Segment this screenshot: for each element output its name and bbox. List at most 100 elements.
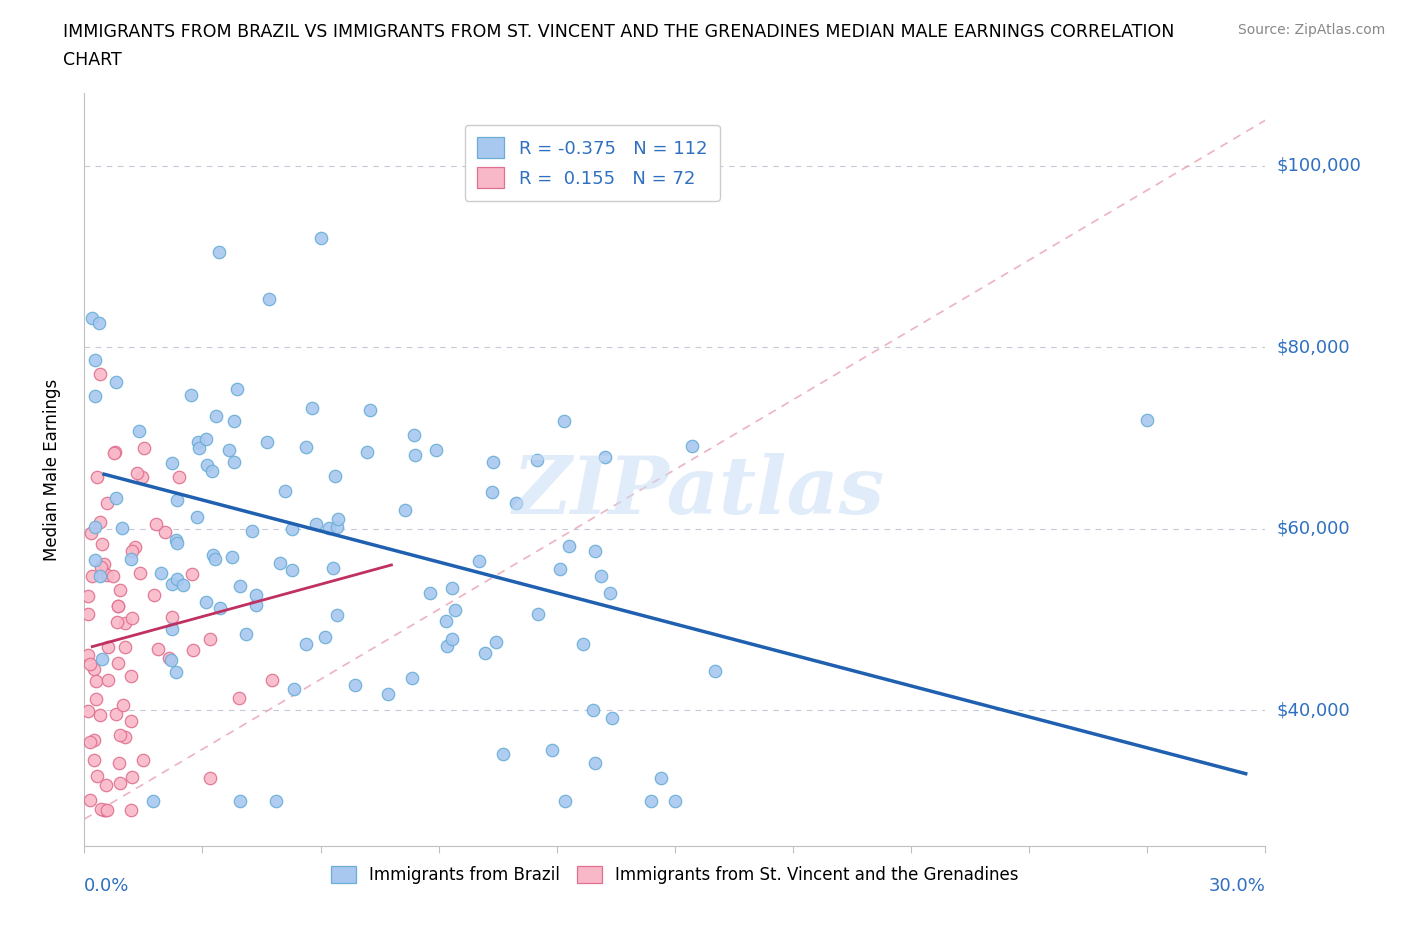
Point [83, 752, 105, 767]
Point [91, 652, 114, 667]
Point [201, 464, 224, 479]
Point [83, 661, 105, 676]
Point [468, 553, 491, 568]
Point [80, 569, 103, 584]
Point [84, 673, 107, 688]
Point [274, 483, 297, 498]
Point [132, 441, 155, 456]
Point [77, 607, 100, 622]
Point [107, 598, 129, 613]
Point [600, 711, 623, 725]
Point [294, 637, 316, 652]
Point [107, 656, 129, 671]
Point [401, 671, 423, 685]
Text: IMMIGRANTS FROM BRAZIL VS IMMIGRANTS FROM ST. VINCENT AND THE GRENADINES MEDIAN : IMMIGRANTS FROM BRAZIL VS IMMIGRANTS FRO… [63, 23, 1174, 41]
Point [94, 777, 117, 792]
Point [165, 533, 187, 548]
Point [394, 502, 416, 517]
Point [269, 555, 291, 570]
Point [474, 645, 496, 660]
Point [553, 414, 575, 429]
Point [558, 538, 581, 553]
Point [204, 409, 226, 424]
Point [309, 231, 332, 246]
Point [377, 686, 399, 701]
Point [323, 469, 346, 484]
Point [593, 450, 616, 465]
Point [120, 713, 142, 728]
Point [104, 491, 127, 506]
Point [96, 803, 118, 817]
Point [110, 583, 132, 598]
Point [91, 537, 114, 551]
Point [86, 470, 108, 485]
Point [419, 586, 441, 601]
Point [1136, 412, 1159, 427]
Point [485, 634, 508, 649]
Point [195, 458, 218, 472]
Point [83, 552, 105, 567]
Point [441, 581, 464, 596]
Point [554, 793, 576, 808]
Point [209, 601, 232, 616]
Point [166, 493, 188, 508]
Point [77, 704, 100, 719]
Point [121, 770, 143, 785]
Point [93, 557, 115, 572]
Point [79, 792, 101, 807]
Point [640, 793, 662, 808]
Point [125, 465, 148, 480]
Point [314, 630, 336, 644]
Point [79, 656, 101, 671]
Point [114, 729, 136, 744]
Point [90, 802, 112, 817]
Point [160, 610, 183, 625]
Point [404, 447, 426, 462]
Point [129, 566, 152, 581]
Point [359, 403, 381, 418]
Point [104, 375, 127, 390]
Point [93, 803, 115, 817]
Point [318, 521, 340, 536]
Point [146, 642, 169, 657]
Point [89, 367, 111, 382]
Point [283, 682, 305, 697]
Point [160, 577, 183, 591]
Point [186, 510, 208, 525]
Point [295, 440, 318, 455]
Point [166, 572, 188, 587]
Point [86, 769, 108, 784]
Point [80, 311, 103, 325]
Point [79, 735, 101, 750]
Point [526, 606, 548, 621]
Point [441, 631, 464, 646]
Point [180, 387, 202, 402]
Point [425, 443, 447, 458]
Point [583, 543, 606, 558]
Point [97, 640, 120, 655]
Point [187, 441, 209, 456]
Point [172, 578, 194, 592]
Point [443, 603, 465, 618]
Point [436, 639, 458, 654]
Point [264, 793, 287, 808]
Point [121, 610, 143, 625]
Point [128, 423, 150, 438]
Point [89, 316, 111, 331]
Point [142, 793, 165, 808]
Point [107, 599, 129, 614]
Point [505, 496, 527, 511]
Point [221, 549, 243, 564]
Point [110, 727, 132, 742]
Text: 30.0%: 30.0% [1209, 877, 1265, 895]
Point [326, 607, 349, 622]
Point [145, 516, 167, 531]
Point [228, 691, 250, 706]
Point [198, 771, 221, 786]
Point [97, 672, 120, 687]
Point [704, 663, 727, 678]
Point [326, 520, 349, 535]
Point [80, 525, 103, 540]
Point [225, 382, 247, 397]
Point [103, 568, 125, 583]
